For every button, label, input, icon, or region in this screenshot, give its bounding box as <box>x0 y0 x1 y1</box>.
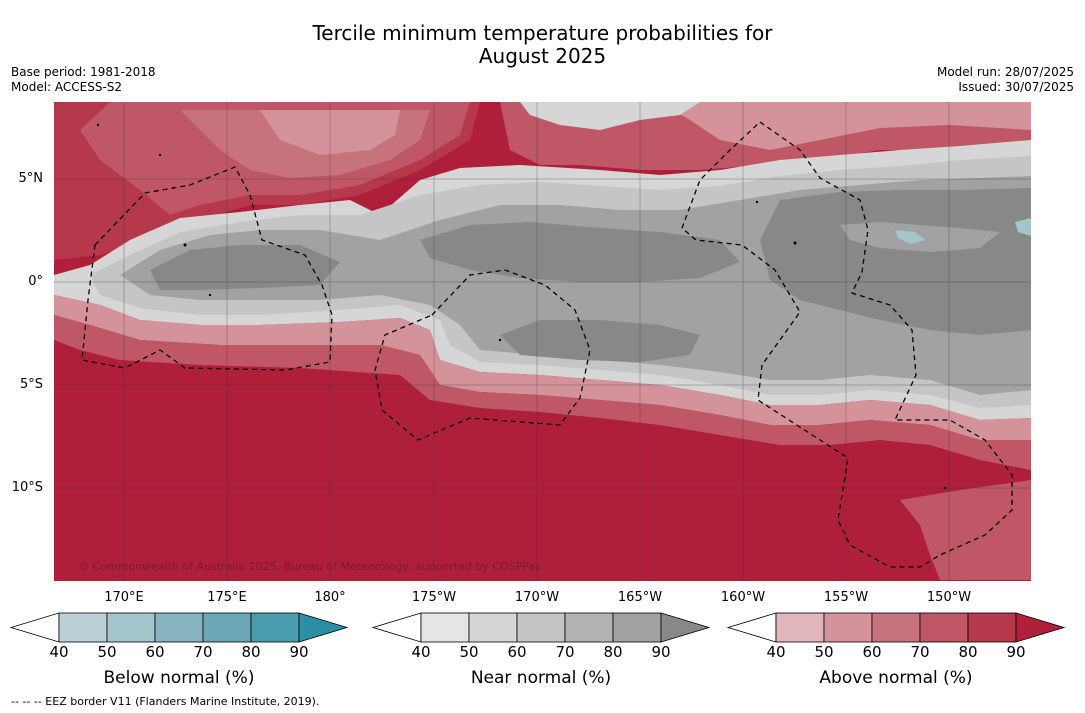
colorbar-tick-label: 40 <box>766 643 786 661</box>
colorbar-tick-label: 50 <box>459 643 479 661</box>
colorbar-segment <box>420 612 470 643</box>
colorbar-tick-label: 70 <box>910 643 930 661</box>
islands <box>96 123 947 490</box>
lat-label-0: 0° <box>28 274 43 289</box>
below-normal-patch <box>895 230 925 244</box>
near-normal-80-core-west <box>150 245 340 290</box>
colorbar-high-extend <box>298 612 349 643</box>
lon-label-180: 180° <box>314 590 346 605</box>
colorbar-tick-label: 40 <box>49 643 69 661</box>
model-name: Model: ACCESS-S2 <box>11 80 123 94</box>
colorbar-tick-label: 90 <box>651 643 671 661</box>
eez-kiribati-gilbert <box>81 166 333 371</box>
colorbar-tick-label: 80 <box>241 643 261 661</box>
eez-borders <box>81 121 1013 568</box>
base-period: Base period: 1981-2018 <box>11 65 156 79</box>
colorbar-segment <box>823 612 873 643</box>
colorbar-segment <box>919 612 969 643</box>
colorbar-high-extend <box>1015 612 1066 643</box>
model-run: Model run: 28/07/2025 <box>936 65 1074 79</box>
colorbar-tick-label: 40 <box>411 643 431 661</box>
title-line-1: Tercile minimum temperature probabilitie… <box>312 21 773 45</box>
lon-label-170e: 170°E <box>104 590 144 605</box>
lat-label-5s: 5°S <box>19 377 43 392</box>
colorbar-tick-label: 80 <box>603 643 623 661</box>
lon-label-150w: 150°W <box>926 590 972 605</box>
colorbar-segment <box>468 612 518 643</box>
lon-label-175e: 175°E <box>207 590 247 605</box>
colorbar-tick-label: 90 <box>1006 643 1026 661</box>
lon-label-170w: 170°W <box>514 590 560 605</box>
eez-phoenix <box>374 269 591 441</box>
colorbar-tick-label: 60 <box>507 643 527 661</box>
colorbar-high-extend <box>660 612 711 643</box>
colorbar-segment <box>775 612 825 643</box>
meta-right: Model run: 28/07/2025 Issued: 30/07/2025 <box>937 65 1074 95</box>
colorbar-tick-label: 50 <box>97 643 117 661</box>
colorbar-segment <box>967 612 1017 643</box>
lon-label-165w: 165°W <box>617 590 663 605</box>
colorbar-tick-label: 90 <box>289 643 309 661</box>
near-normal-80-core-south <box>500 320 700 362</box>
south-above-50-band <box>54 295 1031 440</box>
title-line-2: August 2025 <box>478 44 607 68</box>
near-normal-80-core-east <box>760 188 1031 335</box>
colorbar-segment <box>106 612 156 643</box>
colorbar-tick-label: 60 <box>145 643 165 661</box>
eez-line-islands <box>681 121 1013 568</box>
issued-date: Issued: 30/07/2025 <box>958 80 1074 94</box>
colorbar-segment <box>202 612 252 643</box>
lon-label-160w: 160°W <box>720 590 766 605</box>
colorbar-segment <box>564 612 614 643</box>
ne-near-50-region <box>520 102 700 130</box>
colorbar-segment <box>871 612 921 643</box>
ne-above-50-region <box>660 102 1031 150</box>
lon-label-175w: 175°W <box>411 590 457 605</box>
colorbar-title-above: Above normal (%) <box>819 668 973 688</box>
near-normal-80-core-central <box>420 222 740 282</box>
colorbar-low-extend <box>726 612 777 643</box>
colorbar-tick-label: 70 <box>193 643 213 661</box>
colorbar-segment <box>612 612 662 643</box>
colorbar-tick-label: 70 <box>555 643 575 661</box>
colorbar-title-near: Near normal (%) <box>470 668 612 688</box>
south-above-70-band <box>54 315 1031 470</box>
colorbar-tick-label: 80 <box>958 643 978 661</box>
chart-title: Tercile minimum temperature probabilitie… <box>0 22 1085 68</box>
colorbar-below-normal <box>9 612 349 643</box>
eez-footnote: -- -- -- EEZ border V11 (Flanders Marine… <box>11 695 320 708</box>
colorbar-low-extend <box>371 612 422 643</box>
gridlines <box>54 102 1031 581</box>
lat-label-10s: 10°S <box>11 480 43 495</box>
lon-label-155w: 155°W <box>823 590 869 605</box>
colorbar-tick-label: 60 <box>862 643 882 661</box>
colorbar-segment <box>154 612 204 643</box>
colorbar-segment <box>516 612 566 643</box>
colorbar-low-extend <box>9 612 60 643</box>
copyright-notice: © Commonwealth of Australia 2025, Bureau… <box>78 560 541 573</box>
lat-label-5n: 5°N <box>18 171 44 186</box>
colorbar-title-below: Below normal (%) <box>103 668 255 688</box>
meta-left: Base period: 1981-2018 Model: ACCESS-S2 <box>11 65 156 95</box>
colorbar-segment <box>250 612 300 643</box>
below-normal-patch-edge <box>1015 218 1031 236</box>
colorbar-segment <box>58 612 108 643</box>
colorbar-near-normal <box>371 612 711 643</box>
colorbar-tick-label: 50 <box>814 643 834 661</box>
southeast-above-70-patch <box>900 480 1031 580</box>
colorbar-above-normal <box>726 612 1066 643</box>
